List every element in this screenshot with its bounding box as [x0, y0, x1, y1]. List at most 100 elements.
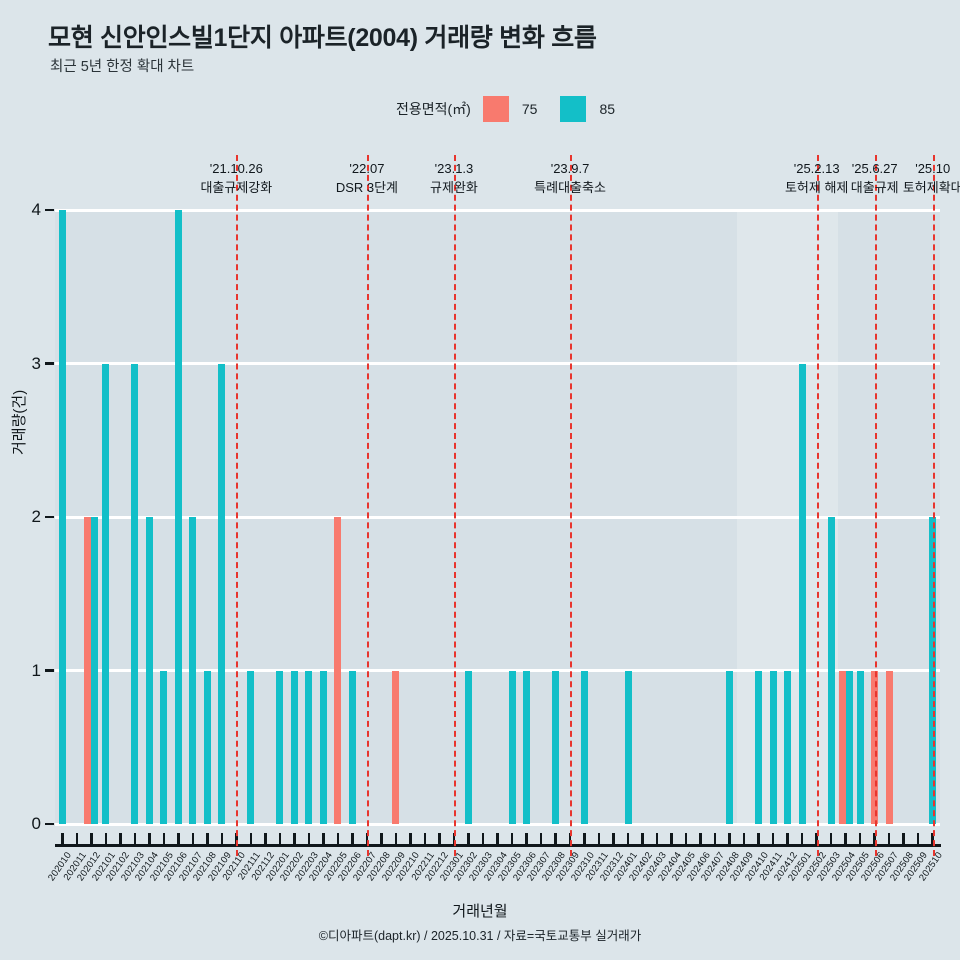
x-tick-mark — [394, 833, 398, 845]
event-annotation-202207: '22.07 DSR 3단계 — [336, 160, 398, 198]
bar-202412-85[interactable] — [784, 670, 792, 824]
event-label: DSR 3단계 — [335, 179, 399, 195]
x-tick-mark — [525, 833, 528, 845]
x-tick-mark — [423, 833, 427, 845]
bar-202504-75[interactable] — [838, 670, 846, 824]
legend-swatch-85 — [560, 96, 587, 122]
y-tick-label: 4 — [31, 200, 41, 219]
x-tick-mark — [641, 833, 644, 845]
event-label: 대출규제 — [850, 179, 899, 195]
bar-202101-85[interactable] — [102, 363, 110, 824]
bar-202306-85[interactable] — [523, 670, 531, 824]
x-tick-mark — [539, 833, 543, 845]
event-date: '22.07 — [349, 161, 385, 176]
y-tick-label: 3 — [31, 353, 41, 373]
bar-202108-85[interactable] — [203, 670, 211, 824]
bar-202503-85[interactable] — [827, 517, 835, 824]
bar-202105-85[interactable] — [160, 670, 168, 824]
bar-202010-85[interactable] — [58, 210, 66, 824]
x-tick-mark — [554, 833, 557, 845]
x-tick-mark — [510, 833, 514, 845]
x-tick-mark — [713, 833, 717, 845]
bar-202203-85[interactable] — [305, 670, 313, 824]
bar-202205-75[interactable] — [334, 517, 342, 824]
event-annotation-202301: '23.1.3 규제완화 — [430, 160, 478, 198]
bar-202507-75[interactable] — [885, 670, 893, 824]
event-line-202207 — [366, 155, 369, 856]
x-tick-mark — [583, 833, 586, 845]
bar-202308-85[interactable] — [552, 670, 560, 824]
bar-202106-85[interactable] — [174, 210, 182, 824]
event-annotation-202110: '21.10.26 대출규제강화 — [200, 160, 272, 198]
bar-202410-85[interactable] — [755, 670, 763, 824]
event-line-202110 — [236, 155, 239, 856]
x-tick-mark — [409, 833, 412, 845]
bar-202103-85[interactable] — [131, 363, 139, 824]
bar-202109-85[interactable] — [218, 363, 226, 824]
bar-202012-85[interactable] — [91, 517, 99, 824]
x-tick-mark — [728, 833, 731, 845]
y-tick-mark — [45, 669, 54, 672]
bar-202310-85[interactable] — [581, 670, 589, 824]
bar-202505-85[interactable] — [856, 670, 864, 824]
x-tick-mark — [626, 833, 630, 845]
event-label: 규제완화 — [430, 179, 478, 195]
x-tick-mark — [191, 833, 195, 845]
event-line-202502 — [816, 155, 819, 856]
y-tick-label: 1 — [31, 660, 41, 680]
x-tick-mark — [496, 833, 499, 845]
plot-area — [55, 208, 940, 826]
x-tick-mark — [655, 833, 659, 845]
x-tick-mark — [916, 833, 920, 845]
bar-202202-85[interactable] — [290, 670, 298, 824]
x-tick-mark — [61, 833, 64, 845]
x-tick-mark — [786, 833, 789, 845]
x-tick-mark — [278, 833, 282, 845]
bar-202107-85[interactable] — [189, 517, 197, 824]
bar-202201-85[interactable] — [276, 670, 284, 824]
event-line-202510 — [932, 155, 935, 856]
footer-credit: ©디아파트(dapt.kr) / 2025.10.31 / 자료=국토교통부 실… — [318, 929, 642, 943]
bar-202206-85[interactable] — [348, 670, 356, 824]
chart-legend: 전용면적(㎡) 75 85 — [396, 96, 629, 122]
x-tick-mark — [612, 833, 615, 845]
event-annotation-202506: '25.6.27 대출규제 — [851, 160, 899, 198]
x-tick-mark — [206, 833, 209, 845]
x-tick-mark — [104, 833, 108, 845]
x-tick-mark — [670, 833, 673, 845]
x-tick-mark — [481, 833, 485, 845]
x-tick-mark — [75, 833, 78, 845]
bar-202411-85[interactable] — [769, 670, 777, 824]
bar-202111-85[interactable] — [247, 670, 255, 824]
y-tick-mark — [45, 362, 54, 365]
x-tick-mark — [307, 833, 311, 845]
x-tick-mark — [757, 833, 760, 845]
bar-202504-85[interactable] — [845, 670, 853, 824]
bar-202408-85[interactable] — [726, 670, 734, 824]
y-tick-label: 2 — [31, 507, 41, 526]
x-axis-title: 거래년월 — [452, 903, 508, 920]
gridline — [55, 208, 940, 212]
bar-202204-85[interactable] — [319, 670, 327, 824]
gridline — [55, 362, 940, 365]
y-axis-title: 거래량(건) — [11, 389, 28, 455]
x-tick-mark — [858, 833, 862, 845]
event-annotation-202502: '25.2.13 토허제 해제 — [785, 160, 848, 198]
y-tick-label: 0 — [31, 814, 41, 833]
gridline — [55, 669, 940, 672]
event-annotation-202510: '25.10 토허제확대 — [903, 160, 960, 198]
event-date: '23.9.7 — [550, 161, 590, 176]
legend-title: 전용면적(㎡) — [396, 101, 471, 117]
bar-202012-75[interactable] — [84, 517, 92, 824]
bar-202501-85[interactable] — [798, 363, 806, 824]
x-tick-mark — [133, 833, 137, 845]
event-line-202506 — [874, 155, 877, 856]
bar-202401-85[interactable] — [624, 670, 632, 824]
event-date: '25.10 — [915, 161, 951, 176]
x-tick-mark — [293, 833, 296, 845]
bar-202302-85[interactable] — [464, 670, 472, 824]
bar-202209-75[interactable] — [392, 670, 400, 824]
page-subtitle: 최근 5년 한정 확대 차트 — [50, 59, 195, 75]
bar-202305-85[interactable] — [508, 670, 516, 824]
bar-202104-85[interactable] — [145, 517, 153, 824]
